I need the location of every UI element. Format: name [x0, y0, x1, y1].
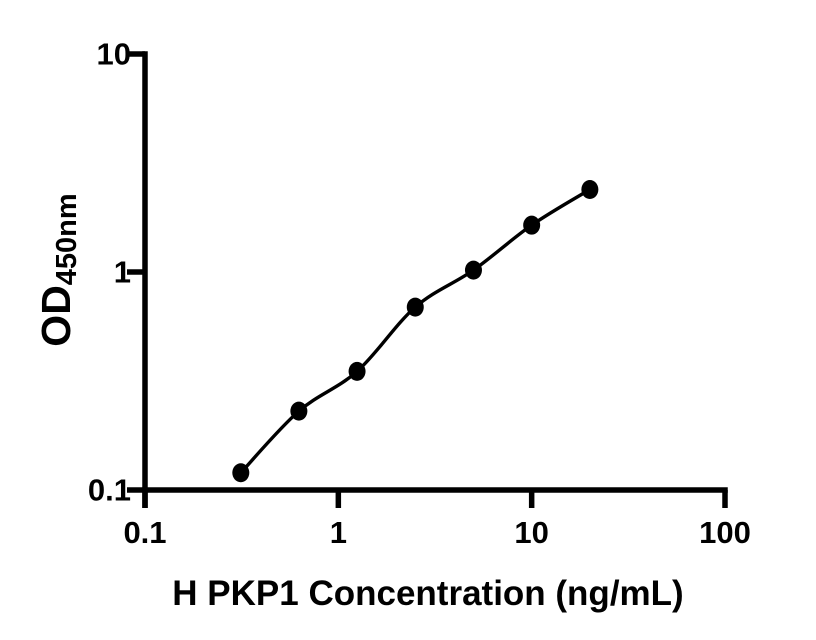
x-tick-label: 100: [699, 515, 751, 550]
y-axis-title-subscript: 450nm: [51, 193, 83, 285]
y-tick-label: 0.1: [88, 473, 131, 508]
data-point: [406, 297, 424, 317]
y-tick-label: 1: [114, 255, 131, 290]
x-tick-label: 10: [514, 515, 548, 550]
x-axis-title: H PKP1 Concentration (ng/mL): [172, 574, 683, 613]
data-point: [232, 463, 250, 483]
x-tick-label: 0.1: [123, 515, 166, 550]
data-point: [290, 401, 308, 421]
x-tick-label: 1: [330, 515, 347, 550]
y-axis-title-main: OD: [33, 285, 79, 347]
data-point: [464, 260, 482, 280]
data-point: [523, 215, 541, 235]
data-point: [581, 180, 599, 200]
axes-layer: [127, 51, 728, 508]
y-axis-title: OD450nm: [33, 193, 83, 346]
plot-layer: [232, 180, 599, 483]
tick-labels-layer: 0.1 1 10 0.1 1 10 100: [88, 37, 751, 551]
y-tick-label: 10: [97, 37, 131, 72]
data-point: [348, 361, 366, 381]
